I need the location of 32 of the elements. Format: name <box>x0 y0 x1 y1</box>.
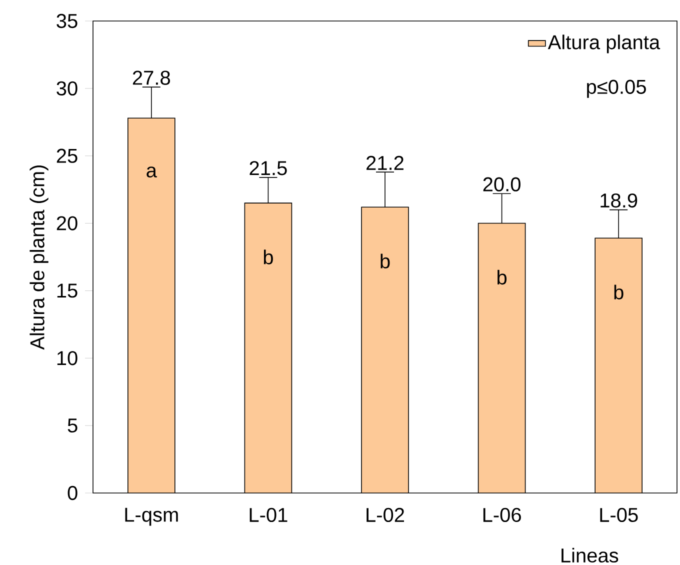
bar <box>128 118 176 493</box>
bar <box>478 222 526 493</box>
annotation: a <box>146 166 157 178</box>
y-axis-title: Altura de planta (cm) <box>30 165 48 350</box>
x-tick-label: L-06 <box>483 508 521 522</box>
y-tick-label: 25 <box>56 148 78 163</box>
y-tick-label: 20 <box>56 216 78 230</box>
x-axis-title: Lineas <box>562 548 618 563</box>
annotation: p≤0.05 <box>587 80 646 98</box>
bar <box>361 206 409 493</box>
annotation: b <box>614 284 624 300</box>
annotation: b <box>498 270 507 285</box>
annotation: b <box>264 250 273 264</box>
data-label: 21.5 <box>250 161 287 176</box>
x-tick-label: L-02 <box>366 508 404 522</box>
x-tick-label: L-05 <box>600 508 638 522</box>
bar <box>244 202 292 493</box>
data-label: 21.2 <box>366 156 404 170</box>
x-tick-label: L-01 <box>250 508 288 522</box>
y-tick-label: 35 <box>56 14 78 28</box>
x-tick-label: L-qsm <box>125 508 178 526</box>
y-tick-label: 5 <box>68 418 78 433</box>
y-tick-label: 15 <box>57 284 78 298</box>
y-tick-label: 0 <box>68 486 78 500</box>
annotation: b <box>380 254 390 268</box>
y-tick-label: 10 <box>57 351 78 366</box>
y-tick-label: 30 <box>56 81 78 96</box>
legend-label: Altura planta <box>548 34 660 54</box>
data-label: 18.9 <box>600 193 638 208</box>
data-label: 20.0 <box>483 177 520 192</box>
data-label: 27.8 <box>132 70 170 85</box>
bar <box>594 238 643 493</box>
